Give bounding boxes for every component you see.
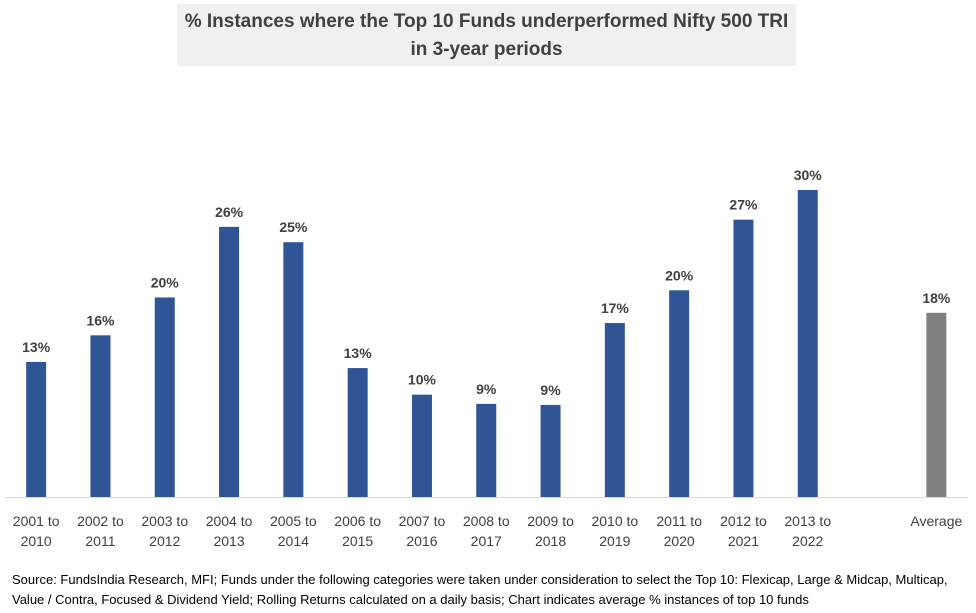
source-note: Source: FundsIndia Research, MFI; Funds … <box>12 572 948 607</box>
data-label: 17% <box>601 300 630 316</box>
bar <box>283 242 304 497</box>
tick-label: 2014 <box>278 533 309 549</box>
chart-title-line-1: % Instances where the Top 10 Funds under… <box>184 11 789 32</box>
tick-label: 2020 <box>664 533 695 549</box>
tick-label: Average <box>910 513 962 529</box>
tick-label: 2017 <box>471 533 502 549</box>
tick-label: 2019 <box>599 533 630 549</box>
tick-label: 2001 to <box>13 513 60 529</box>
tick-label: 2011 <box>85 533 115 549</box>
data-label: 13% <box>22 339 51 355</box>
tick-label: 2015 <box>342 533 373 549</box>
data-label: 13% <box>344 345 373 361</box>
tick-label: 2010 <box>21 533 52 549</box>
bar <box>219 226 240 497</box>
bar <box>604 323 625 497</box>
bar <box>797 190 818 497</box>
tick-label: 2012 to <box>720 513 767 529</box>
tick-label: 2003 to <box>141 513 188 529</box>
data-label: 10% <box>408 372 437 388</box>
tick-label: 2002 to <box>77 513 124 529</box>
data-label: 25% <box>279 219 308 235</box>
data-label: 20% <box>665 267 694 283</box>
tick-label: 2021 <box>728 533 759 549</box>
data-label: 18% <box>922 290 951 306</box>
tick-label: 2006 to <box>334 513 381 529</box>
bar <box>926 312 947 497</box>
tick-label: 2018 <box>535 533 566 549</box>
bar <box>476 403 497 497</box>
data-label: 9% <box>540 382 561 398</box>
data-label: 30% <box>794 167 823 183</box>
bar <box>347 368 368 497</box>
tick-label: 2008 to <box>463 513 510 529</box>
tick-label: 2012 <box>149 533 180 549</box>
tick-label: 2022 <box>792 533 823 549</box>
tick-label: 2010 to <box>591 513 638 529</box>
data-label: 26% <box>215 204 244 220</box>
data-label: 9% <box>476 381 497 397</box>
tick-label: 2007 to <box>399 513 446 529</box>
data-label: 16% <box>86 312 115 328</box>
bar <box>540 404 561 497</box>
bar <box>733 219 754 497</box>
tick-label: 2011 to <box>656 513 702 529</box>
chart-title-line-2: in 3-year periods <box>410 39 563 60</box>
tick-label: 2016 <box>406 533 437 549</box>
data-label: 27% <box>729 197 758 213</box>
chart-title: % Instances where the Top 10 Funds under… <box>177 4 796 66</box>
bar <box>411 394 432 497</box>
bar <box>154 297 175 497</box>
bar <box>26 361 47 497</box>
tick-label: 2009 to <box>527 513 574 529</box>
bar <box>90 335 111 497</box>
bar <box>669 290 690 497</box>
tick-label: 2013 <box>213 533 244 549</box>
data-label: 20% <box>151 274 180 290</box>
tick-label: 2013 to <box>784 513 831 529</box>
tick-label: 2005 to <box>270 513 317 529</box>
tick-label: 2004 to <box>206 513 253 529</box>
